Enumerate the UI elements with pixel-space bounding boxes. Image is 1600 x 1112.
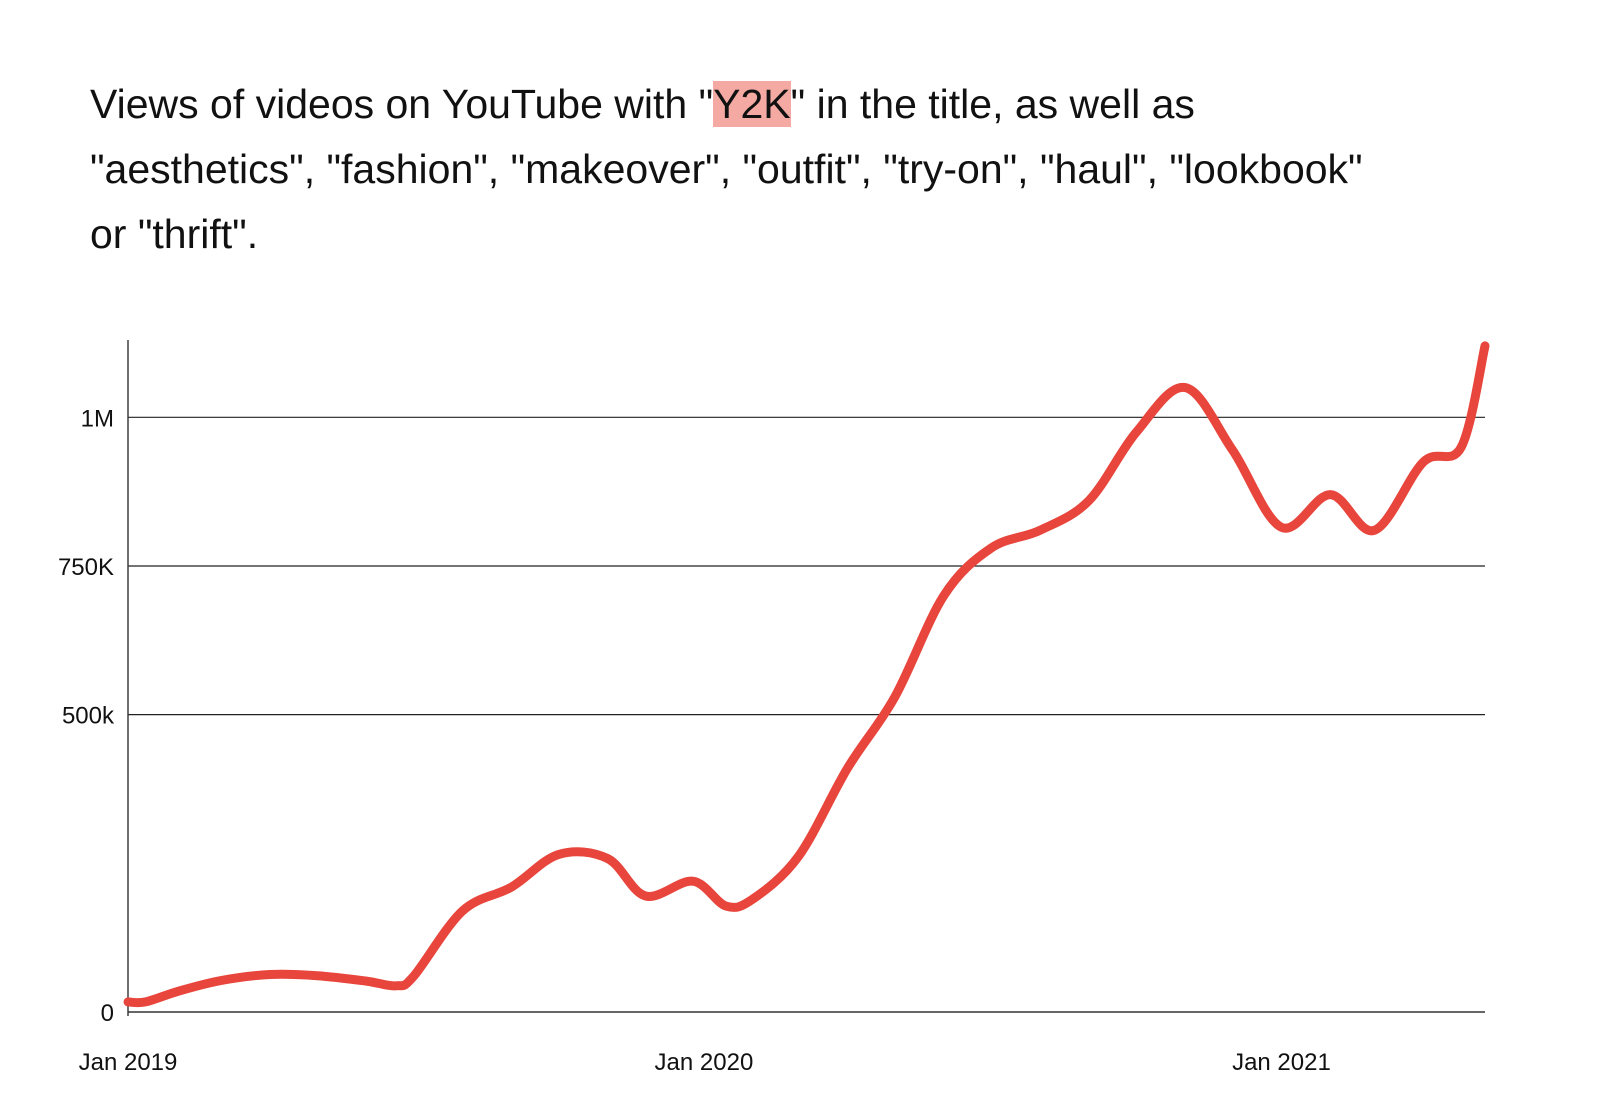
title-suffix: " in the title, as well as "aesthetics",…	[90, 81, 1363, 257]
series-line-0	[123, 341, 1490, 1008]
y-tick-label: 0	[101, 1000, 114, 1027]
series	[123, 341, 1490, 1008]
x-tick-labels: Jan 2019 Jan 2020 Jan 2021	[79, 1049, 1331, 1076]
x-tick-label: Jan 2019	[79, 1049, 178, 1076]
x-tick-label: Jan 2021	[1232, 1049, 1331, 1076]
y-tick-label: 500k	[62, 703, 115, 730]
x-tick-label: Jan 2020	[655, 1049, 754, 1076]
y-tick-labels: 0 500k 750K 1M	[58, 405, 115, 1027]
title-prefix: Views of videos on YouTube with "	[90, 81, 714, 127]
grid-lines	[128, 416, 1485, 716]
title-highlight: Y2K	[713, 81, 791, 127]
y-tick-label: 1M	[81, 405, 114, 432]
axes	[127, 340, 1485, 1016]
chart-title: Views of videos on YouTube with "Y2K" in…	[90, 72, 1410, 267]
y-tick-label: 750K	[58, 554, 114, 581]
